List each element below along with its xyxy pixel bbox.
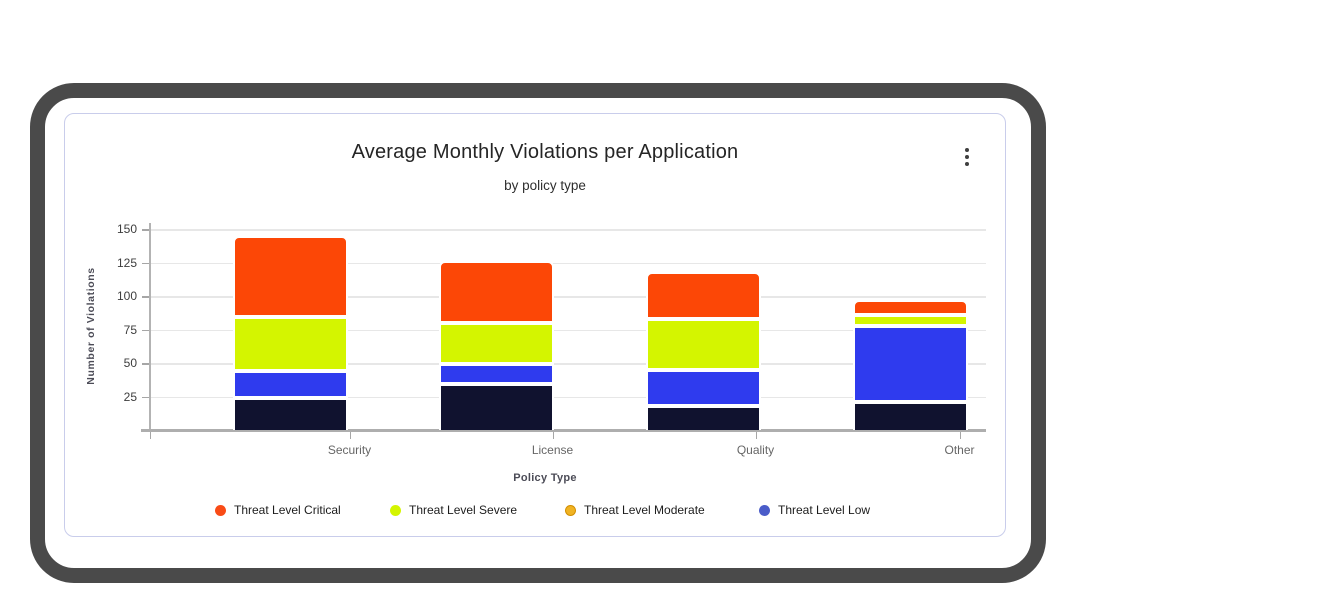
bar-license-segment-critical[interactable] bbox=[438, 261, 554, 323]
y-axis-tick-25 bbox=[142, 396, 149, 398]
chart-legend: Threat Level Critical Threat Level Severe… bbox=[65, 503, 1005, 523]
y-tick-label-75: 75 bbox=[123, 322, 137, 337]
gridline-50 bbox=[149, 363, 986, 365]
chart-options-menu-button[interactable] bbox=[958, 142, 976, 172]
bar-license bbox=[438, 261, 554, 430]
chart-card: Average Monthly Violations per Applicati… bbox=[64, 113, 1006, 537]
bar-security-segment-critical[interactable] bbox=[232, 235, 348, 318]
chart-title: Average Monthly Violations per Applicati… bbox=[351, 141, 739, 163]
bar-other-segment-base[interactable] bbox=[852, 401, 968, 430]
x-category-label-other: Other bbox=[944, 443, 975, 457]
y-axis-title: Number of Violations bbox=[85, 267, 97, 385]
legend-item-moderate[interactable]: Threat Level Moderate bbox=[565, 503, 705, 517]
legend-item-severe[interactable]: Threat Level Severe bbox=[390, 503, 517, 517]
y-tick-label-100: 100 bbox=[116, 289, 137, 303]
x-category-label-license: License bbox=[531, 443, 574, 457]
x-axis-tick-2 bbox=[552, 431, 554, 439]
bar-other-segment-severe[interactable] bbox=[852, 314, 968, 326]
legend-swatch-moderate-icon bbox=[565, 504, 576, 516]
y-axis-line bbox=[149, 223, 151, 430]
y-axis-tick-50 bbox=[142, 363, 149, 365]
gridline-150 bbox=[149, 229, 986, 231]
legend-label-severe: Threat Level Severe bbox=[409, 503, 518, 517]
x-axis-tick-4 bbox=[959, 431, 961, 439]
y-tick-label-50: 50 bbox=[123, 356, 137, 370]
chart-subtitle: by policy type bbox=[504, 178, 586, 193]
bar-security-segment-base[interactable] bbox=[232, 397, 348, 430]
bar-quality-segment-base[interactable] bbox=[645, 405, 761, 430]
legend-swatch-severe-icon bbox=[390, 504, 401, 516]
bar-license-segment-severe[interactable] bbox=[438, 322, 554, 365]
x-axis-tick-1 bbox=[349, 431, 351, 439]
y-axis-tick-150 bbox=[142, 229, 149, 231]
bar-security bbox=[232, 235, 348, 430]
legend-label-low: Threat Level Low bbox=[778, 503, 871, 517]
gridline-75 bbox=[149, 329, 986, 331]
gridline-25 bbox=[149, 396, 986, 398]
legend-label-moderate: Threat Level Moderate bbox=[584, 503, 705, 517]
legend-swatch-low-icon bbox=[759, 504, 770, 516]
y-tick-label-150: 150 bbox=[116, 222, 137, 236]
kebab-menu-icon bbox=[964, 147, 970, 167]
bar-other bbox=[852, 300, 968, 430]
y-tick-label-25: 25 bbox=[123, 389, 137, 404]
legend-item-low[interactable]: Threat Level Low bbox=[759, 503, 870, 517]
bar-other-segment-low[interactable] bbox=[852, 325, 968, 402]
y-tick-label-125: 125 bbox=[116, 255, 137, 270]
x-category-label-security: Security bbox=[327, 443, 372, 457]
y-axis-tick-100 bbox=[142, 296, 149, 298]
bar-license-segment-low[interactable] bbox=[438, 364, 554, 385]
bar-other-segment-critical[interactable] bbox=[852, 300, 968, 315]
bar-quality-segment-severe[interactable] bbox=[645, 318, 761, 370]
gridline-125 bbox=[149, 262, 986, 264]
legend-item-critical[interactable]: Threat Level Critical bbox=[215, 503, 341, 517]
bar-quality bbox=[645, 271, 761, 430]
plot-area: 25 50 75 100 125 150 Security License Quality Oth… bbox=[117, 222, 986, 457]
bar-quality-segment-low[interactable] bbox=[645, 369, 761, 406]
x-axis-line bbox=[141, 429, 986, 432]
bar-security-segment-severe[interactable] bbox=[232, 317, 348, 372]
x-axis-tick-0 bbox=[149, 431, 151, 439]
bar-quality-segment-critical[interactable] bbox=[645, 271, 761, 319]
y-axis-tick-75 bbox=[142, 329, 149, 331]
gridline-100 bbox=[149, 296, 986, 298]
x-axis-title: Policy Type bbox=[513, 472, 577, 484]
legend-swatch-critical-icon bbox=[215, 504, 226, 516]
y-axis-tick-125 bbox=[142, 262, 149, 264]
x-category-label-quality: Quality bbox=[736, 443, 775, 457]
bar-security-segment-low[interactable] bbox=[232, 371, 348, 398]
bar-license-segment-base[interactable] bbox=[438, 384, 554, 430]
legend-label-critical: Threat Level Critical bbox=[234, 503, 341, 517]
x-axis-tick-3 bbox=[755, 431, 757, 439]
